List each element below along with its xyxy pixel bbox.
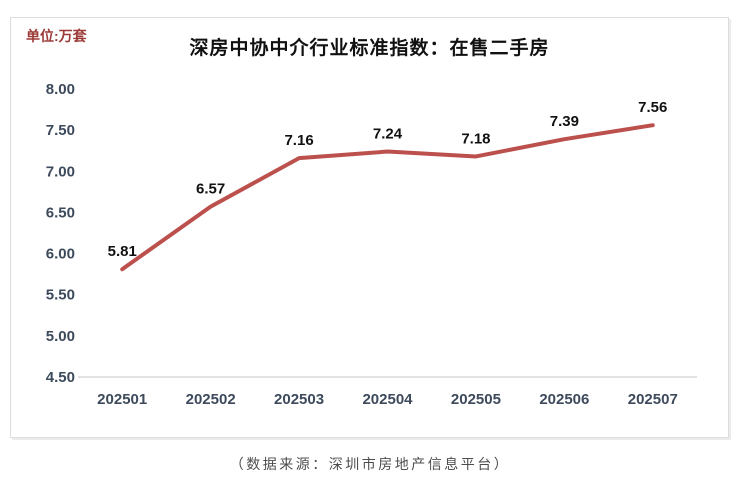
data-label: 6.57 bbox=[196, 181, 225, 198]
data-label: 7.39 bbox=[550, 113, 579, 130]
x-tick-label: 202505 bbox=[451, 391, 501, 408]
chart-title: 深房中协中介行业标准指数：在售二手房 bbox=[189, 38, 550, 59]
data-label: 7.24 bbox=[373, 126, 403, 143]
x-tick-label: 202506 bbox=[539, 391, 589, 408]
y-tick-label: 7.00 bbox=[46, 163, 75, 180]
y-tick-label: 5.00 bbox=[46, 328, 75, 345]
y-tick-label: 6.00 bbox=[46, 246, 75, 263]
x-tick-label: 202503 bbox=[274, 391, 324, 408]
series-line bbox=[120, 123, 655, 272]
data-label: 5.81 bbox=[108, 243, 137, 260]
source-note: （数据来源：深圳市房地产信息平台） bbox=[229, 456, 511, 472]
y-tick-label: 5.50 bbox=[46, 287, 75, 304]
x-tick-label: 202504 bbox=[362, 391, 413, 408]
unit-label: 单位:万套 bbox=[26, 28, 87, 44]
y-tick-label: 6.50 bbox=[46, 204, 75, 221]
y-tick-label: 7.50 bbox=[46, 122, 75, 139]
chart-frame bbox=[10, 17, 729, 438]
x-tick-label: 202501 bbox=[97, 391, 147, 408]
data-label: 7.56 bbox=[638, 99, 667, 116]
y-tick-label: 4.50 bbox=[46, 369, 75, 386]
y-tick-label: 8.00 bbox=[46, 81, 75, 98]
data-label: 7.18 bbox=[461, 130, 490, 147]
x-tick-label: 202502 bbox=[186, 391, 236, 408]
data-label: 7.16 bbox=[284, 132, 313, 149]
x-tick-label: 202507 bbox=[628, 391, 678, 408]
